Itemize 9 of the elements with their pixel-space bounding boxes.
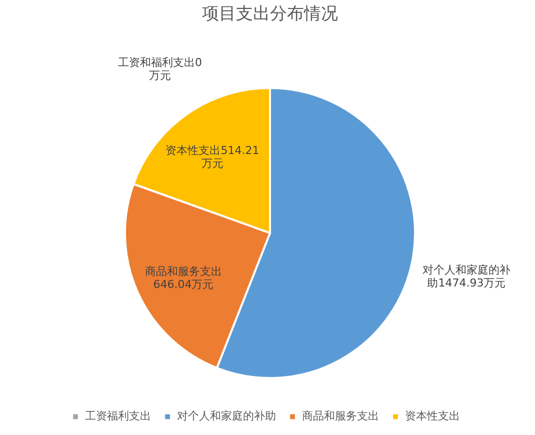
legend-label: 对个人和家庭的补助 [177, 410, 276, 423]
legend-label: 资本性支出 [405, 410, 460, 423]
chart-title: 项目支出分布情况 [202, 4, 338, 24]
legend-label: 工资福利支出 [85, 410, 151, 423]
data-label: 对个人和家庭的补助1474.93万元 [422, 263, 510, 290]
text: 工资和福利支出0万元 [118, 56, 202, 82]
data-label: 资本性支出514.21万元 [166, 144, 260, 170]
data-label: 商品和服务支出646.04万元 [144, 265, 222, 292]
legend-label: 商品和服务支出 [302, 410, 379, 423]
